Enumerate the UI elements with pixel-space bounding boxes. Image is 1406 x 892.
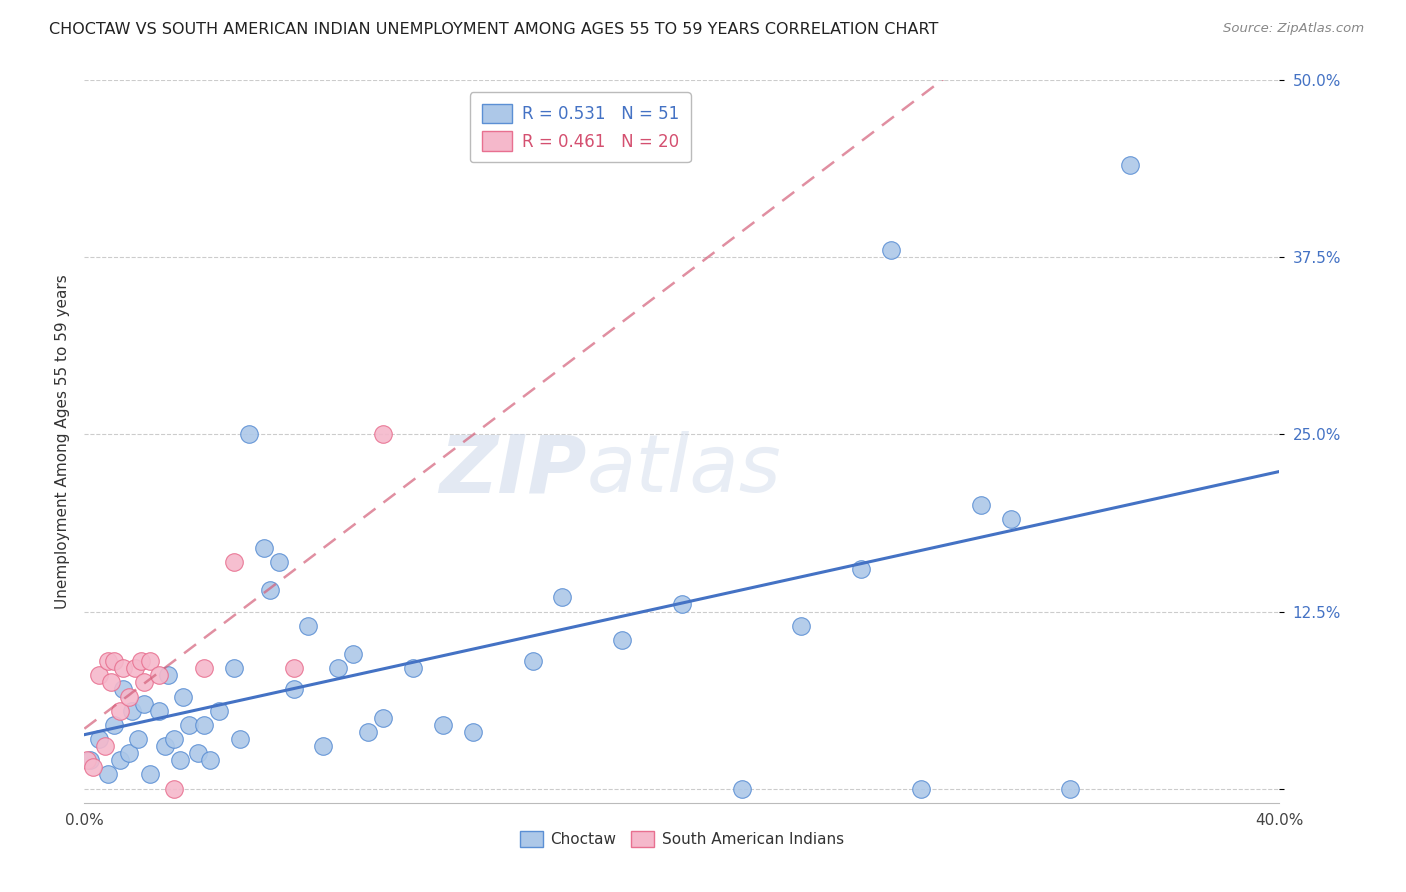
Text: CHOCTAW VS SOUTH AMERICAN INDIAN UNEMPLOYMENT AMONG AGES 55 TO 59 YEARS CORRELAT: CHOCTAW VS SOUTH AMERICAN INDIAN UNEMPLO… xyxy=(49,22,939,37)
Point xyxy=(267,555,290,569)
Point xyxy=(79,753,101,767)
Point xyxy=(148,668,170,682)
Point xyxy=(153,739,176,753)
Point xyxy=(222,555,245,569)
Point xyxy=(259,583,281,598)
Point xyxy=(1000,512,1022,526)
Text: atlas: atlas xyxy=(586,432,782,509)
Point xyxy=(121,704,143,718)
Point xyxy=(402,661,425,675)
Point xyxy=(731,781,754,796)
Point xyxy=(172,690,194,704)
Point xyxy=(851,562,873,576)
Point xyxy=(110,704,132,718)
Point xyxy=(198,753,221,767)
Point xyxy=(97,767,120,781)
Point xyxy=(139,654,162,668)
Point xyxy=(112,682,135,697)
Point xyxy=(373,427,395,442)
Point xyxy=(522,654,544,668)
Point xyxy=(283,682,305,697)
Y-axis label: Unemployment Among Ages 55 to 59 years: Unemployment Among Ages 55 to 59 years xyxy=(55,274,70,609)
Point xyxy=(312,739,335,753)
Point xyxy=(880,244,903,258)
Point xyxy=(169,753,191,767)
Point xyxy=(283,661,305,675)
Point xyxy=(103,718,125,732)
Point xyxy=(103,654,125,668)
Point xyxy=(177,718,200,732)
Point xyxy=(193,718,215,732)
Point xyxy=(551,591,574,605)
Point xyxy=(342,647,364,661)
Point xyxy=(297,618,319,632)
Point xyxy=(328,661,350,675)
Point xyxy=(148,704,170,718)
Point xyxy=(157,668,180,682)
Point xyxy=(193,661,215,675)
Point xyxy=(127,732,149,747)
Point xyxy=(89,668,111,682)
Point xyxy=(118,690,141,704)
Point xyxy=(970,498,993,512)
Point xyxy=(97,654,120,668)
Point xyxy=(612,632,634,647)
Point xyxy=(118,746,141,760)
Point xyxy=(790,618,813,632)
Point xyxy=(671,598,693,612)
Point xyxy=(253,541,276,555)
Point xyxy=(82,760,104,774)
Point xyxy=(222,661,245,675)
Point xyxy=(910,781,932,796)
Text: ZIP: ZIP xyxy=(439,432,586,509)
Point xyxy=(208,704,231,718)
Point xyxy=(1119,158,1142,172)
Point xyxy=(163,781,186,796)
Text: Source: ZipAtlas.com: Source: ZipAtlas.com xyxy=(1223,22,1364,36)
Point xyxy=(357,725,380,739)
Point xyxy=(139,767,162,781)
Point xyxy=(228,732,252,747)
Point xyxy=(461,725,484,739)
Point xyxy=(124,661,146,675)
Point xyxy=(163,732,186,747)
Point xyxy=(110,753,132,767)
Point xyxy=(129,654,152,668)
Point xyxy=(112,661,135,675)
Point xyxy=(76,753,98,767)
Point xyxy=(132,697,156,711)
Point xyxy=(187,746,209,760)
Point xyxy=(373,711,395,725)
Point xyxy=(89,732,111,747)
Point xyxy=(132,675,156,690)
Point xyxy=(432,718,454,732)
Point xyxy=(1059,781,1081,796)
Point xyxy=(100,675,122,690)
Point xyxy=(94,739,117,753)
Point xyxy=(238,427,260,442)
Legend: Choctaw, South American Indians: Choctaw, South American Indians xyxy=(513,825,851,853)
